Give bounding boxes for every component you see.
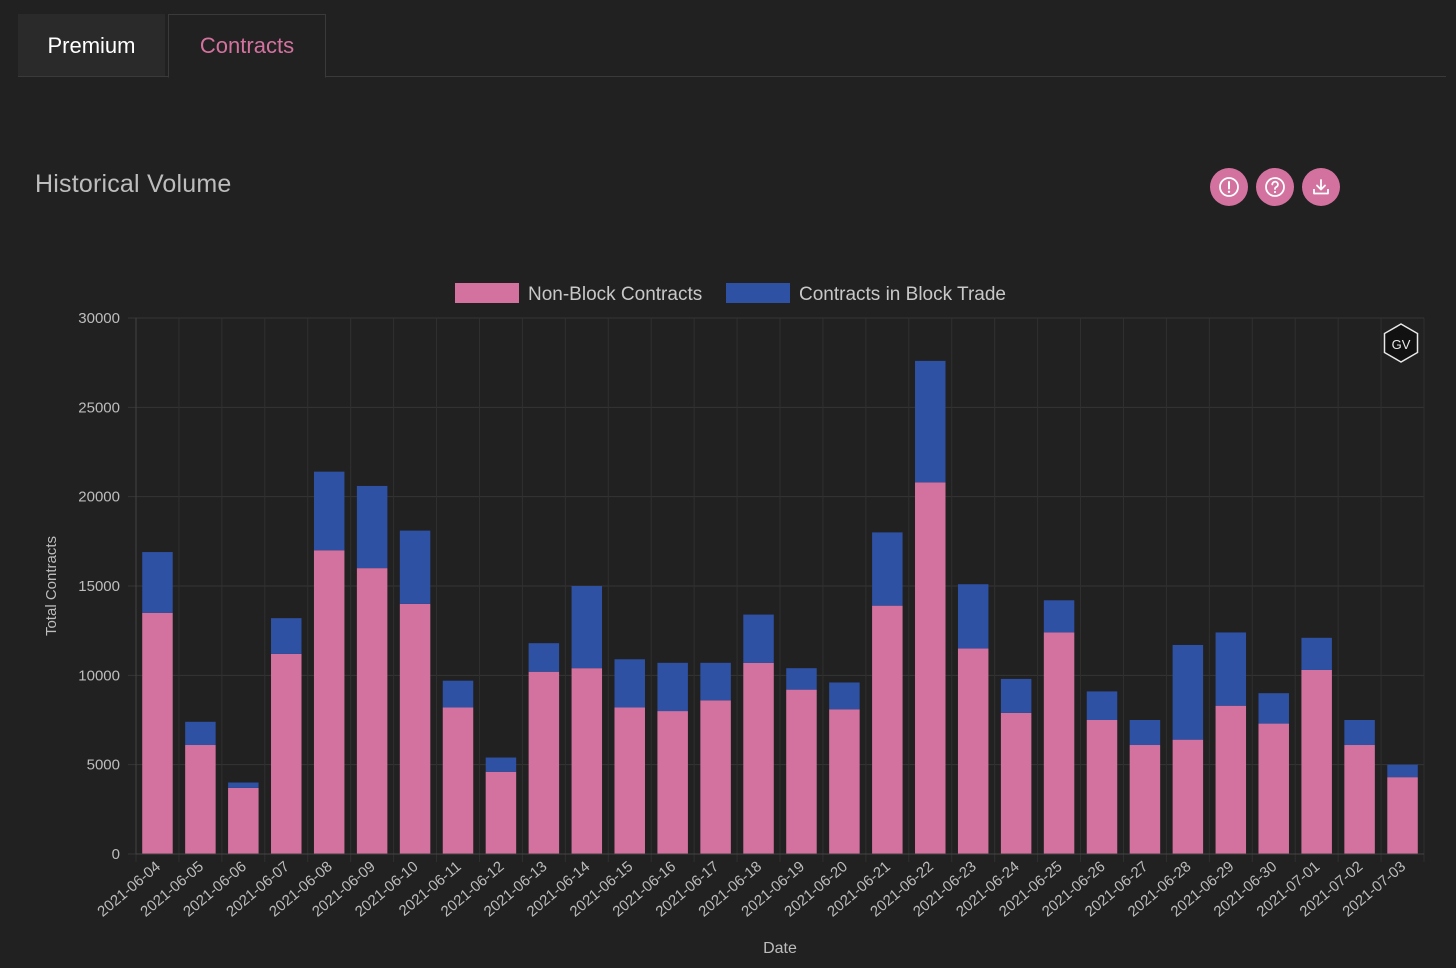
alert-button[interactable] bbox=[1210, 168, 1248, 206]
bar-non-block[interactable] bbox=[1301, 669, 1332, 854]
y-tick-label: 20000 bbox=[78, 489, 120, 506]
bar-block-trade[interactable] bbox=[743, 614, 774, 663]
help-button[interactable] bbox=[1256, 168, 1294, 206]
watermark-text: GV bbox=[1392, 337, 1411, 352]
y-tick-label: 0 bbox=[112, 846, 120, 863]
bar-block-trade[interactable] bbox=[1043, 600, 1075, 633]
bar-non-block[interactable] bbox=[1129, 745, 1161, 854]
bar-non-block[interactable] bbox=[1086, 720, 1118, 854]
bar-block-trade[interactable] bbox=[786, 668, 817, 690]
bar-block-trade[interactable] bbox=[1258, 693, 1289, 724]
download-button[interactable] bbox=[1302, 168, 1340, 206]
help-icon bbox=[1265, 177, 1285, 197]
chart-legend[interactable]: Non-Block Contracts Contracts in Block Tr… bbox=[455, 283, 1006, 305]
historical-volume-chart: 0500010000150002000025000300002021-06-04… bbox=[43, 283, 1425, 957]
bar-block-trade[interactable] bbox=[313, 471, 345, 551]
legend-swatch[interactable] bbox=[726, 283, 790, 303]
bar-non-block[interactable] bbox=[915, 482, 946, 854]
bar-block-trade[interactable] bbox=[957, 584, 989, 649]
bar-non-block[interactable] bbox=[1258, 723, 1289, 854]
bar-non-block[interactable] bbox=[786, 689, 817, 854]
bar-block-trade[interactable] bbox=[1215, 632, 1247, 706]
bar-block-trade[interactable] bbox=[829, 682, 860, 710]
bar-non-block[interactable] bbox=[700, 700, 731, 854]
bar-block-trade[interactable] bbox=[1086, 691, 1118, 720]
bar-non-block[interactable] bbox=[485, 771, 517, 854]
bar-block-trade[interactable] bbox=[399, 530, 431, 604]
download-icon bbox=[1313, 179, 1329, 195]
bar-block-trade[interactable] bbox=[142, 552, 173, 613]
x-axis-title: Date bbox=[763, 940, 797, 957]
bar-block-trade[interactable] bbox=[228, 782, 259, 788]
bar-non-block[interactable] bbox=[571, 668, 603, 854]
bar-block-trade[interactable] bbox=[485, 757, 517, 772]
tab-bar: Premium Contracts bbox=[18, 14, 1446, 78]
legend-swatch[interactable] bbox=[455, 283, 519, 303]
alert-icon bbox=[1219, 177, 1239, 197]
bar-non-block[interactable] bbox=[185, 745, 216, 854]
gv-watermark-icon: GV bbox=[1383, 323, 1419, 363]
y-tick-label: 10000 bbox=[78, 667, 120, 684]
bar-block-trade[interactable] bbox=[1000, 678, 1032, 713]
bar-block-trade[interactable] bbox=[442, 680, 474, 708]
y-tick-label: 25000 bbox=[78, 399, 120, 416]
bar-non-block[interactable] bbox=[743, 662, 774, 854]
bar-block-trade[interactable] bbox=[1172, 644, 1204, 740]
y-axis-title: Total Contracts bbox=[43, 536, 60, 636]
bar-block-trade[interactable] bbox=[915, 360, 946, 483]
chart-bars bbox=[142, 360, 1418, 854]
tab-premium[interactable]: Premium bbox=[18, 14, 165, 77]
bar-block-trade[interactable] bbox=[1344, 720, 1375, 746]
bar-non-block[interactable] bbox=[657, 711, 688, 854]
bar-block-trade[interactable] bbox=[1387, 764, 1418, 778]
y-tick-label: 5000 bbox=[87, 757, 120, 774]
bar-non-block[interactable] bbox=[228, 787, 259, 854]
bar-block-trade[interactable] bbox=[657, 662, 688, 712]
bar-non-block[interactable] bbox=[399, 603, 431, 854]
bar-block-trade[interactable] bbox=[1301, 637, 1332, 670]
bar-non-block[interactable] bbox=[829, 709, 860, 854]
tab-divider bbox=[18, 76, 1446, 77]
bar-block-trade[interactable] bbox=[614, 659, 645, 708]
y-tick-label: 30000 bbox=[78, 310, 120, 327]
bar-non-block[interactable] bbox=[872, 605, 903, 854]
bar-block-trade[interactable] bbox=[571, 586, 603, 669]
bar-non-block[interactable] bbox=[957, 648, 989, 854]
bar-block-trade[interactable] bbox=[356, 485, 388, 569]
bar-non-block[interactable] bbox=[614, 707, 645, 854]
legend-label[interactable]: Contracts in Block Trade bbox=[799, 284, 1006, 305]
tab-contracts[interactable]: Contracts bbox=[168, 14, 326, 78]
page-title: Historical Volume bbox=[35, 170, 232, 198]
legend-label[interactable]: Non-Block Contracts bbox=[528, 284, 702, 305]
bar-non-block[interactable] bbox=[1043, 632, 1075, 854]
bar-block-trade[interactable] bbox=[872, 532, 903, 606]
bar-non-block[interactable] bbox=[528, 671, 560, 854]
bar-block-trade[interactable] bbox=[700, 662, 731, 701]
bar-non-block[interactable] bbox=[271, 653, 302, 854]
bar-non-block[interactable] bbox=[313, 550, 345, 854]
bar-block-trade[interactable] bbox=[185, 721, 216, 746]
bar-non-block[interactable] bbox=[1344, 745, 1375, 854]
bar-non-block[interactable] bbox=[1215, 705, 1247, 854]
bar-non-block[interactable] bbox=[442, 707, 474, 854]
bar-non-block[interactable] bbox=[1387, 777, 1418, 854]
bar-non-block[interactable] bbox=[1000, 712, 1032, 854]
bar-non-block[interactable] bbox=[356, 568, 388, 854]
bar-block-trade[interactable] bbox=[271, 618, 302, 654]
bar-non-block[interactable] bbox=[142, 612, 173, 854]
bar-non-block[interactable] bbox=[1172, 739, 1204, 854]
bar-block-trade[interactable] bbox=[1129, 720, 1161, 746]
bar-block-trade[interactable] bbox=[528, 643, 560, 672]
y-tick-label: 15000 bbox=[78, 578, 120, 595]
